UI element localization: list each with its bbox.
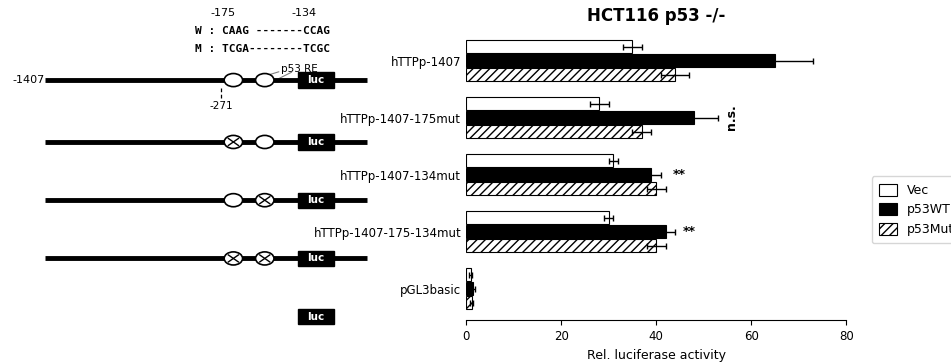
Text: luc: luc: [307, 137, 324, 147]
Text: -1407: -1407: [12, 75, 45, 85]
Text: -175: -175: [210, 8, 236, 18]
Ellipse shape: [256, 194, 274, 207]
Bar: [466, 97, 599, 110]
Ellipse shape: [224, 135, 243, 149]
Bar: [466, 168, 651, 181]
FancyBboxPatch shape: [299, 309, 334, 324]
Bar: [466, 225, 666, 238]
Bar: [466, 154, 613, 167]
FancyBboxPatch shape: [299, 193, 334, 208]
Text: M : TCGA--------TCGC: M : TCGA--------TCGC: [195, 44, 330, 54]
Bar: [466, 268, 471, 281]
Text: luc: luc: [307, 312, 324, 322]
Bar: [466, 111, 694, 124]
Bar: [466, 211, 609, 224]
FancyBboxPatch shape: [299, 251, 334, 266]
Ellipse shape: [256, 135, 274, 149]
Bar: [466, 296, 472, 309]
Bar: [466, 282, 474, 296]
Ellipse shape: [224, 194, 243, 207]
Text: -134: -134: [292, 8, 317, 18]
Ellipse shape: [224, 252, 243, 265]
FancyBboxPatch shape: [299, 72, 334, 88]
Text: W : CAAG -------CCAG: W : CAAG -------CCAG: [195, 26, 330, 36]
Bar: [466, 239, 656, 252]
Title: HCT116 p53 -/-: HCT116 p53 -/-: [587, 7, 726, 25]
Ellipse shape: [256, 74, 274, 87]
Bar: [466, 125, 642, 138]
Text: **: **: [672, 168, 686, 181]
Bar: [466, 68, 675, 81]
Bar: [466, 40, 632, 53]
Ellipse shape: [256, 252, 274, 265]
Text: luc: luc: [307, 253, 324, 264]
Text: luc: luc: [307, 75, 324, 85]
Text: **: **: [682, 225, 695, 238]
Legend: Vec, p53WT, p53Mut: Vec, p53WT, p53Mut: [872, 176, 951, 243]
Text: luc: luc: [307, 195, 324, 205]
Text: -271: -271: [209, 100, 233, 111]
Bar: [466, 182, 656, 195]
FancyBboxPatch shape: [299, 134, 334, 150]
Ellipse shape: [224, 74, 243, 87]
X-axis label: Rel. luciferase activity: Rel. luciferase activity: [587, 349, 726, 361]
Text: n.s.: n.s.: [726, 105, 738, 131]
Bar: [466, 54, 775, 67]
Text: p53 RE: p53 RE: [281, 64, 319, 74]
